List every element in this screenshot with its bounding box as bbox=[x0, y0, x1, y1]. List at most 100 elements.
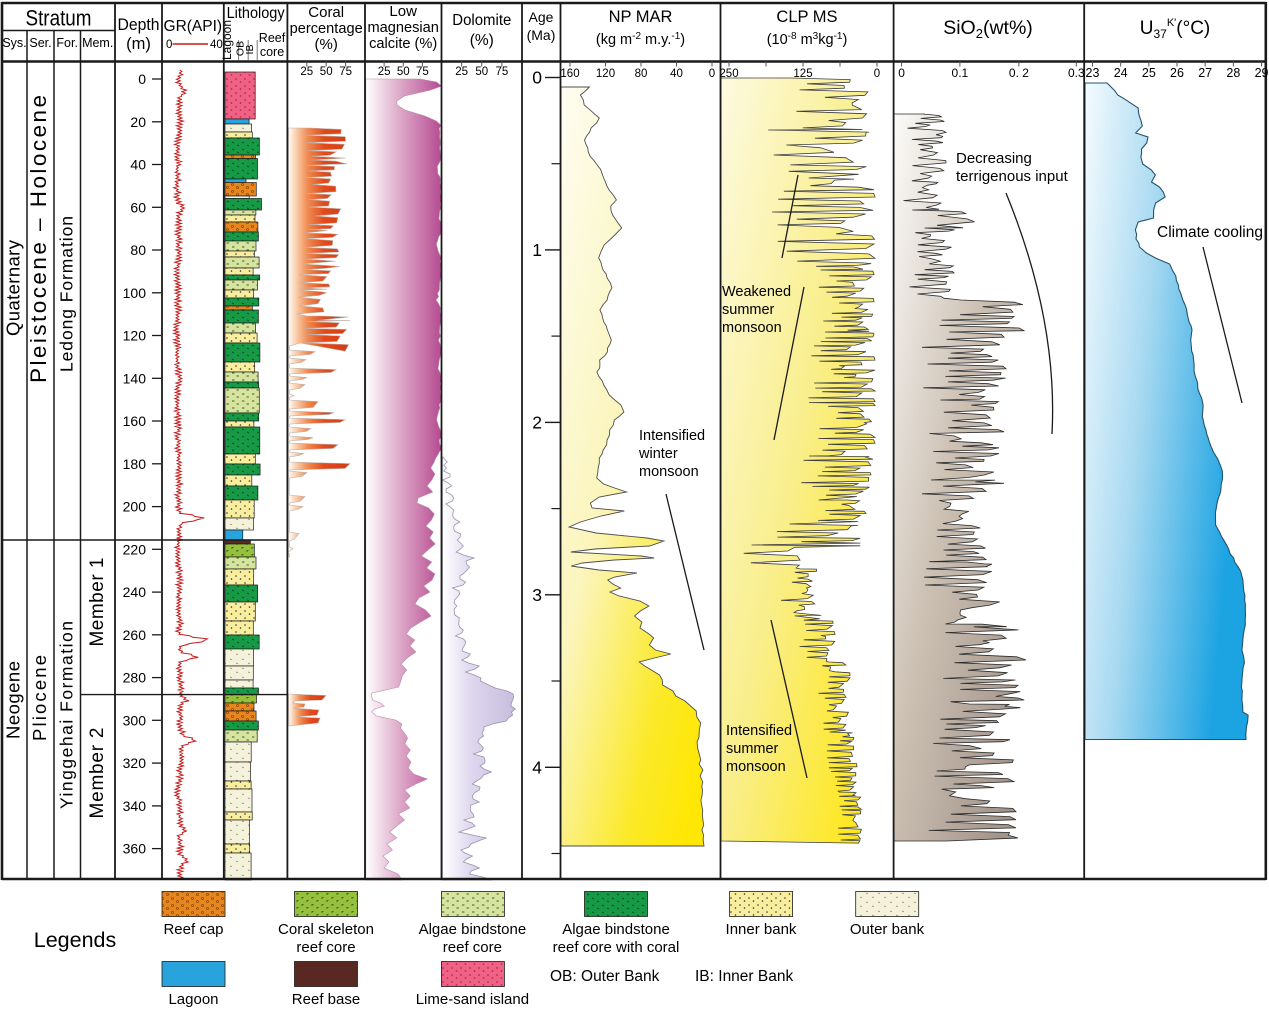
svg-text:Pleistocene – Holocene: Pleistocene – Holocene bbox=[26, 95, 51, 383]
svg-text:300: 300 bbox=[123, 712, 147, 728]
svg-text:24: 24 bbox=[1114, 66, 1128, 80]
svg-text:(kg m-2 m.y.-1): (kg m-2 m.y.-1) bbox=[596, 31, 685, 49]
svg-text:CLP MS: CLP MS bbox=[776, 8, 837, 26]
svg-text:Yinggehai Formation: Yinggehai Formation bbox=[57, 621, 77, 809]
svg-text:23: 23 bbox=[1086, 66, 1100, 80]
svg-text:Ser.: Ser. bbox=[29, 36, 51, 50]
svg-text:75: 75 bbox=[495, 66, 508, 78]
svg-text:340: 340 bbox=[123, 798, 147, 814]
svg-text:0: 0 bbox=[166, 39, 172, 51]
svg-text:28: 28 bbox=[1226, 66, 1240, 80]
svg-text:4: 4 bbox=[532, 757, 542, 777]
svg-text:140: 140 bbox=[123, 370, 147, 386]
svg-text:(Ma): (Ma) bbox=[527, 27, 556, 43]
svg-text:25: 25 bbox=[300, 66, 313, 78]
svg-text:(10-8 m3kg-1): (10-8 m3kg-1) bbox=[767, 31, 848, 49]
svg-text:monsoon: monsoon bbox=[639, 464, 699, 480]
svg-text:260: 260 bbox=[123, 627, 147, 643]
svg-text:0: 0 bbox=[874, 68, 880, 80]
svg-text:29: 29 bbox=[1255, 66, 1269, 80]
svg-text:0: 0 bbox=[532, 68, 542, 88]
svg-text:Pliocene: Pliocene bbox=[29, 655, 50, 741]
svg-text:Reef base: Reef base bbox=[292, 991, 360, 1008]
svg-text:reef core with coral: reef core with coral bbox=[553, 939, 680, 956]
svg-text:summer: summer bbox=[722, 302, 775, 318]
svg-text:80: 80 bbox=[130, 242, 146, 258]
svg-text:Neogene: Neogene bbox=[3, 661, 24, 739]
svg-text:Inner bank: Inner bank bbox=[726, 921, 797, 938]
svg-text:Reef cap: Reef cap bbox=[163, 921, 223, 938]
svg-text:SiO2(wt%): SiO2(wt%) bbox=[943, 17, 1033, 41]
svg-text:OB: Outer Bank: OB: Outer Bank bbox=[550, 968, 660, 985]
svg-text:80: 80 bbox=[635, 68, 648, 80]
svg-text:40: 40 bbox=[210, 39, 223, 51]
svg-text:280: 280 bbox=[123, 670, 147, 686]
svg-text:50: 50 bbox=[320, 66, 333, 78]
svg-text:summer: summer bbox=[726, 741, 779, 757]
svg-text:Mem.: Mem. bbox=[82, 36, 113, 50]
svg-text:125: 125 bbox=[793, 68, 812, 80]
svg-text:winter: winter bbox=[638, 446, 678, 462]
svg-text:Coral: Coral bbox=[308, 4, 344, 21]
svg-text:160: 160 bbox=[560, 68, 579, 80]
svg-text:180: 180 bbox=[123, 456, 147, 472]
svg-text:240: 240 bbox=[123, 584, 147, 600]
svg-text:Algae bindstone: Algae bindstone bbox=[562, 921, 670, 938]
svg-text:160: 160 bbox=[123, 413, 147, 429]
svg-text:Outer bank: Outer bank bbox=[850, 921, 925, 938]
svg-text:terrigenous input: terrigenous input bbox=[956, 168, 1069, 185]
svg-text:2: 2 bbox=[532, 412, 542, 432]
svg-text:(%): (%) bbox=[315, 36, 338, 53]
svg-text:20: 20 bbox=[130, 114, 146, 130]
svg-text:40: 40 bbox=[670, 68, 683, 80]
svg-text:Algae bindstone: Algae bindstone bbox=[419, 921, 527, 938]
svg-text:Lithology: Lithology bbox=[227, 5, 285, 22]
svg-text:Depth: Depth bbox=[118, 16, 160, 34]
svg-text:220: 220 bbox=[123, 541, 147, 557]
svg-text:monsoon: monsoon bbox=[726, 759, 786, 775]
svg-text:25: 25 bbox=[378, 66, 391, 78]
svg-text:1: 1 bbox=[532, 240, 542, 260]
svg-text:40: 40 bbox=[130, 157, 146, 173]
svg-text:Low: Low bbox=[389, 3, 417, 20]
svg-text:Reef: Reef bbox=[259, 31, 286, 45]
svg-text:Stratum: Stratum bbox=[26, 6, 92, 31]
svg-text:50: 50 bbox=[475, 66, 488, 78]
svg-text:Dolomite: Dolomite bbox=[452, 12, 511, 29]
svg-text:Lagoon: Lagoon bbox=[168, 991, 218, 1008]
svg-text:Climate cooling: Climate cooling bbox=[1157, 224, 1263, 241]
svg-text:360: 360 bbox=[123, 841, 147, 857]
svg-text:calcite (%): calcite (%) bbox=[369, 36, 437, 52]
svg-text:OB: OB bbox=[235, 41, 247, 56]
svg-text:reef core: reef core bbox=[443, 939, 502, 956]
svg-text:Intensified: Intensified bbox=[639, 428, 705, 444]
svg-text:Weakened: Weakened bbox=[722, 284, 791, 300]
svg-text:0: 0 bbox=[138, 71, 146, 87]
svg-text:Intensified: Intensified bbox=[726, 723, 792, 739]
svg-text:Ledong Formation: Ledong Formation bbox=[57, 216, 77, 372]
svg-text:(m): (m) bbox=[126, 35, 151, 53]
svg-text:0.3: 0.3 bbox=[1068, 66, 1085, 80]
svg-text:Member 1: Member 1 bbox=[87, 558, 108, 647]
svg-text:Sys.: Sys. bbox=[2, 36, 26, 50]
svg-text:75: 75 bbox=[339, 66, 352, 78]
svg-text:magnesian: magnesian bbox=[367, 20, 438, 36]
svg-text:core: core bbox=[260, 45, 284, 59]
svg-text:Coral skeleton: Coral skeleton bbox=[278, 921, 374, 938]
svg-text:Quaternary: Quaternary bbox=[3, 239, 24, 336]
svg-text:IB: IB bbox=[244, 45, 256, 55]
svg-text:0: 0 bbox=[709, 68, 715, 80]
svg-text:75: 75 bbox=[416, 66, 429, 78]
svg-text:0: 0 bbox=[898, 66, 905, 80]
svg-text:25: 25 bbox=[455, 66, 468, 78]
svg-text:26: 26 bbox=[1170, 66, 1184, 80]
svg-text:0.1: 0.1 bbox=[952, 66, 969, 80]
svg-text:250: 250 bbox=[719, 68, 738, 80]
svg-text:percentage: percentage bbox=[290, 21, 363, 37]
svg-text:100: 100 bbox=[123, 285, 147, 301]
svg-text:For.: For. bbox=[56, 36, 78, 50]
svg-text:320: 320 bbox=[123, 755, 147, 771]
svg-text:120: 120 bbox=[596, 68, 615, 80]
svg-text:50: 50 bbox=[397, 66, 410, 78]
svg-text:(%): (%) bbox=[470, 32, 494, 49]
